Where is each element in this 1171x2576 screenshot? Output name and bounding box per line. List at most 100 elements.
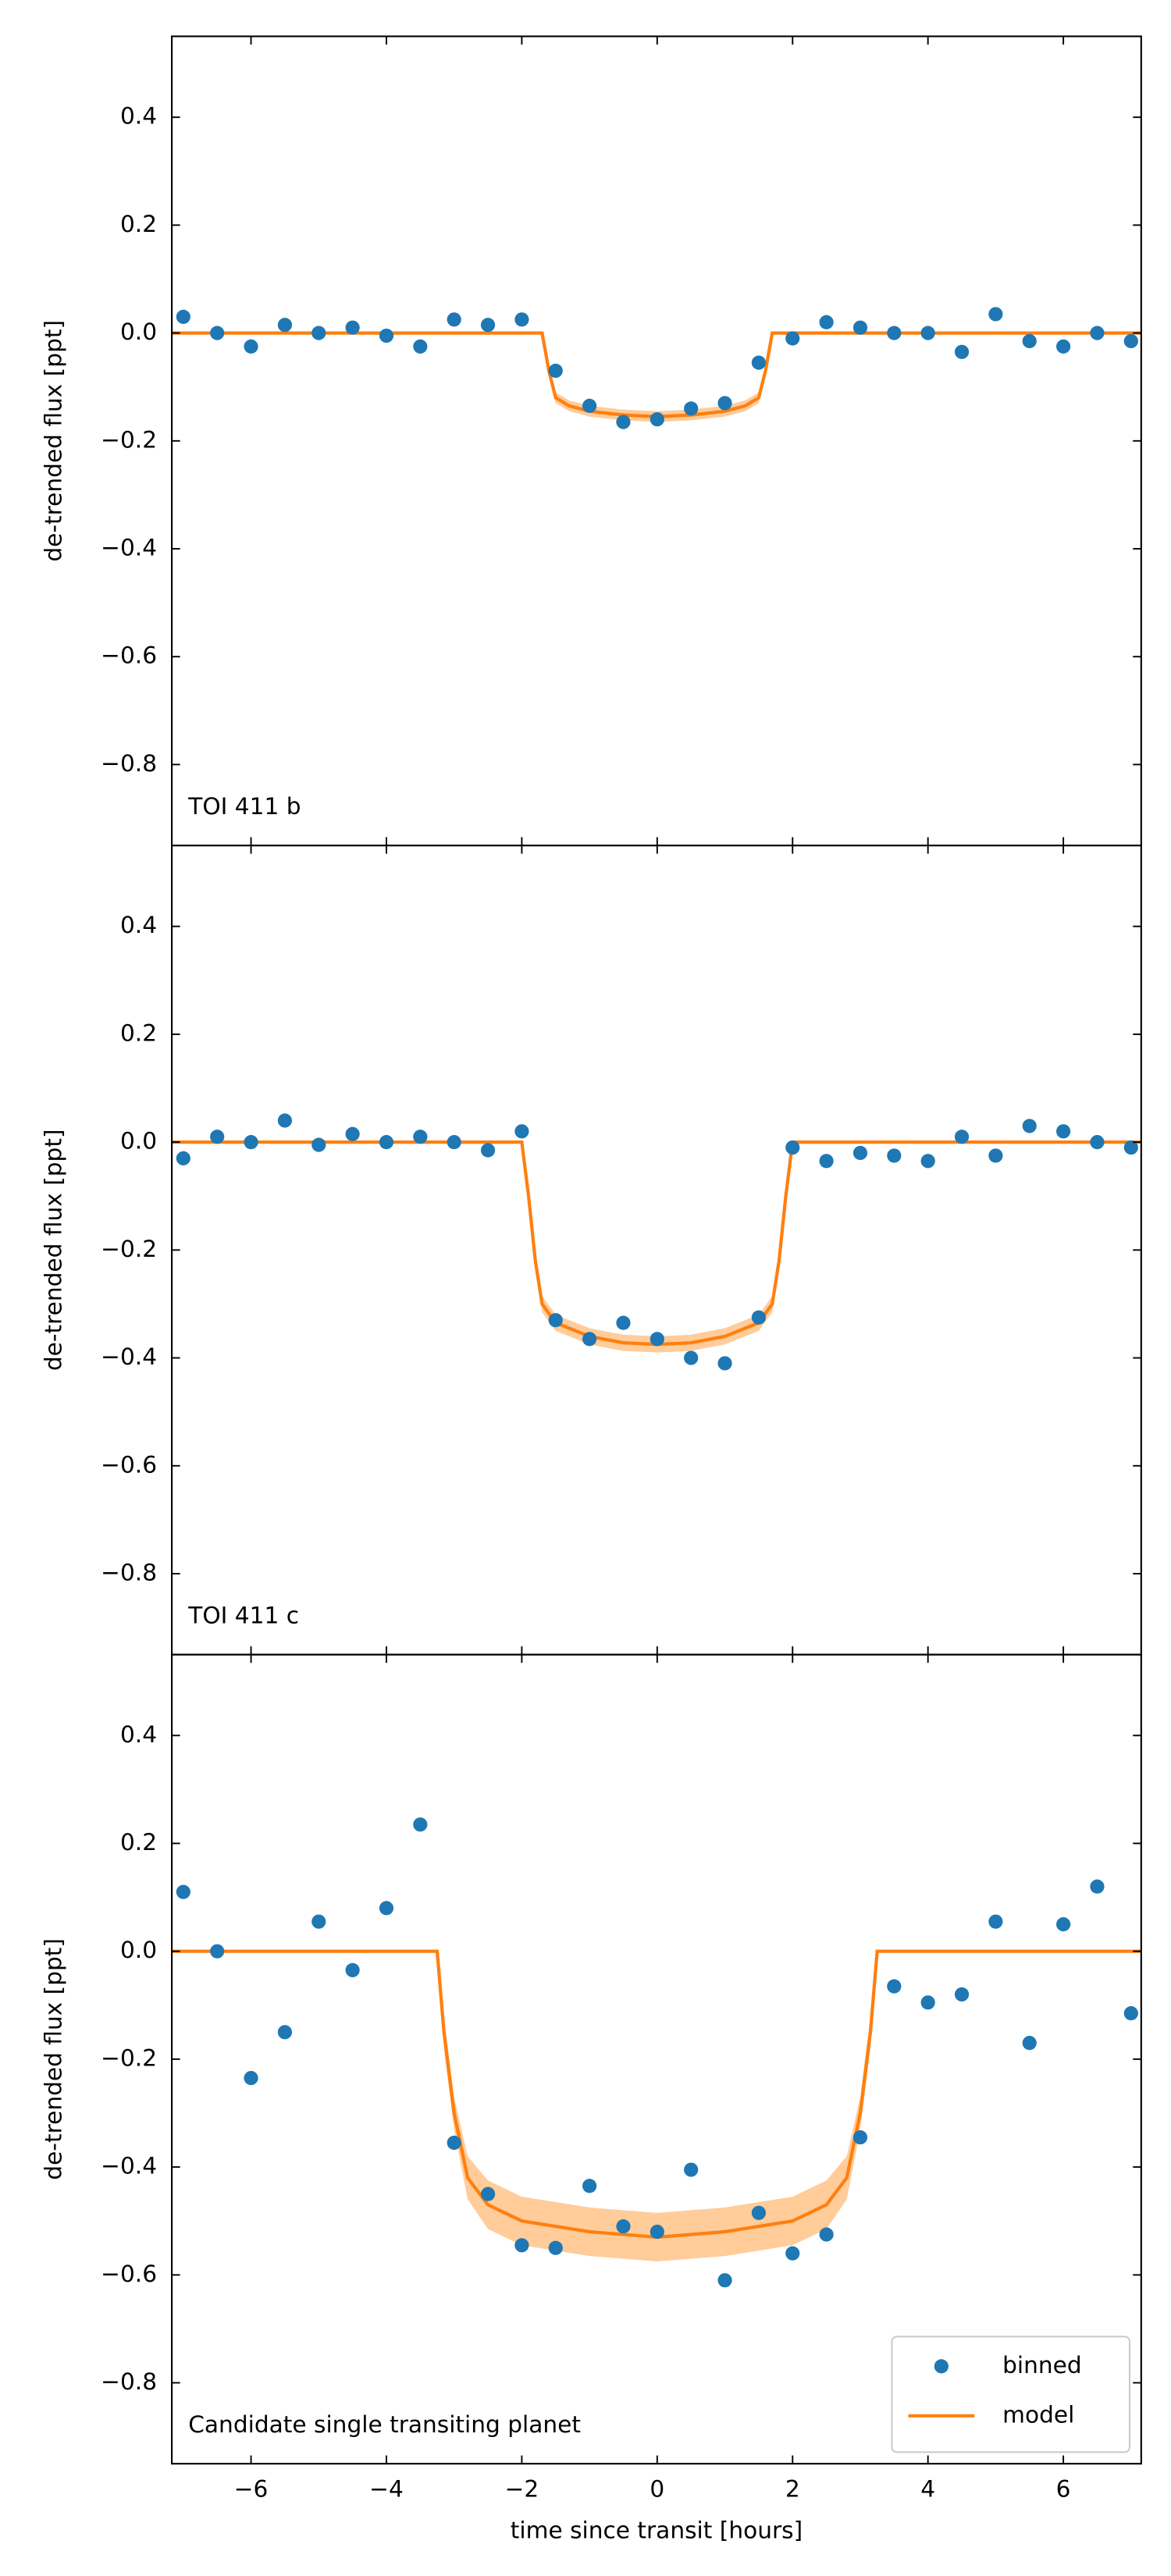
y-tick-label: 0.4 xyxy=(120,912,157,938)
y-axis-label: de-trended flux [ppt] xyxy=(40,320,66,562)
binned-point xyxy=(616,1315,631,1330)
model-band xyxy=(172,1142,1141,1353)
x-tick-label: −4 xyxy=(369,2476,404,2503)
binned-point xyxy=(480,318,496,333)
y-tick-label: −0.2 xyxy=(101,426,157,453)
binned-point xyxy=(311,326,326,340)
binned-point xyxy=(819,2227,834,2242)
binned-point xyxy=(988,1914,1003,1929)
binned-point xyxy=(277,1113,293,1128)
binned-point xyxy=(413,339,428,354)
y-tick-label: −0.4 xyxy=(101,2153,157,2179)
x-tick-label: 0 xyxy=(650,2476,664,2503)
binned-point xyxy=(210,326,225,340)
x-tick-label: −6 xyxy=(234,2476,269,2503)
binned-point xyxy=(210,1130,225,1144)
x-tick-label: 4 xyxy=(920,2476,935,2503)
binned-point xyxy=(852,2129,868,2145)
binned-point xyxy=(311,1914,326,1929)
binned-point xyxy=(210,1944,225,1959)
binned-point xyxy=(887,1979,902,1994)
binned-point xyxy=(1022,333,1037,349)
binned-point xyxy=(684,401,699,416)
panel-label: TOI 411 b xyxy=(187,793,301,820)
binned-point xyxy=(988,1148,1003,1163)
binned-point xyxy=(413,1130,428,1144)
binned-point xyxy=(1123,1140,1138,1155)
panel: −0.8 −0.6 −0.4 −0.2 0.0 0.2 0.4 de-trended flux… xyxy=(40,35,1142,847)
panel-label: Candidate single transiting planet xyxy=(188,2411,581,2438)
y-tick-label: −0.2 xyxy=(101,1236,157,1262)
y-axis-label: de-trended flux [ppt] xyxy=(40,1130,66,1372)
binned-point xyxy=(582,2179,597,2194)
binned-point xyxy=(1056,1917,1071,1932)
binned-point xyxy=(785,1140,800,1155)
binned-point xyxy=(1090,1135,1105,1150)
binned-point xyxy=(785,2246,800,2261)
binned-point xyxy=(345,1126,360,1141)
binned-point xyxy=(1056,1124,1071,1139)
binned-point xyxy=(954,1130,970,1144)
binned-point xyxy=(244,1135,258,1150)
binned-point xyxy=(717,1356,732,1371)
y-tick-label: 0.2 xyxy=(120,1829,157,1856)
binned-point xyxy=(244,2070,258,2086)
binned-point xyxy=(1090,326,1105,340)
binned-point xyxy=(1022,2036,1037,2051)
model-line xyxy=(172,1949,1141,2240)
panel: −0.8 −0.6 −0.4 −0.2 0.0 0.2 0.4 de-trended flux… xyxy=(40,845,1142,1656)
binned-point xyxy=(751,355,766,370)
legend-marker xyxy=(934,2359,949,2374)
binned-point xyxy=(582,398,597,413)
binned-point xyxy=(717,2273,732,2288)
binned-point xyxy=(920,1995,935,2010)
x-axis-label: time since transit [hours] xyxy=(511,2517,803,2543)
binned-point xyxy=(277,2025,293,2040)
binned-point xyxy=(1123,2006,1138,2021)
binned-point xyxy=(887,326,902,340)
binned-point xyxy=(616,415,631,429)
model-band xyxy=(172,333,1141,422)
axes-frame xyxy=(171,35,1142,847)
y-tick-label: −0.4 xyxy=(101,1343,157,1370)
binned-point xyxy=(751,1310,766,1325)
model-band xyxy=(172,1951,1141,2262)
y-tick-label: 0.2 xyxy=(120,211,157,237)
binned-point xyxy=(480,1143,496,1158)
y-tick-label: −0.6 xyxy=(101,642,157,669)
y-tick-label: 0.0 xyxy=(120,1937,157,1963)
panel-label: TOI 411 c xyxy=(187,1602,299,1628)
y-tick-label: −0.4 xyxy=(101,535,157,561)
binned-point xyxy=(887,1148,902,1163)
binned-point xyxy=(379,1901,394,1916)
binned-point xyxy=(447,1135,461,1150)
model-line xyxy=(172,1140,1141,1347)
y-tick-label: −0.6 xyxy=(101,2261,157,2287)
binned-point xyxy=(954,344,970,359)
binned-point xyxy=(277,318,293,333)
y-tick-label: 0.2 xyxy=(120,1019,157,1046)
binned-point xyxy=(244,339,258,354)
binned-point xyxy=(447,312,461,327)
plot-area xyxy=(172,307,1141,429)
binned-point xyxy=(650,2224,664,2240)
binned-point xyxy=(717,396,732,411)
binned-point xyxy=(176,1884,190,1899)
y-tick-label: −0.8 xyxy=(101,750,157,777)
plot-area xyxy=(172,1817,1141,2288)
y-tick-label: 0.4 xyxy=(120,1721,157,1748)
binned-point xyxy=(379,328,394,343)
legend-label: model xyxy=(1002,2401,1074,2428)
binned-point xyxy=(920,1154,935,1169)
binned-point xyxy=(176,1151,190,1165)
legend-label: binned xyxy=(1002,2352,1082,2379)
y-tick-label: −0.6 xyxy=(101,1451,157,1478)
y-tick-label: −0.8 xyxy=(101,2368,157,2395)
binned-point xyxy=(413,1817,428,1832)
binned-point xyxy=(785,331,800,346)
binned-point xyxy=(1022,1119,1037,1133)
binned-point xyxy=(650,1332,664,1347)
binned-point xyxy=(345,1962,360,1977)
x-tick-label: −2 xyxy=(505,2476,539,2503)
